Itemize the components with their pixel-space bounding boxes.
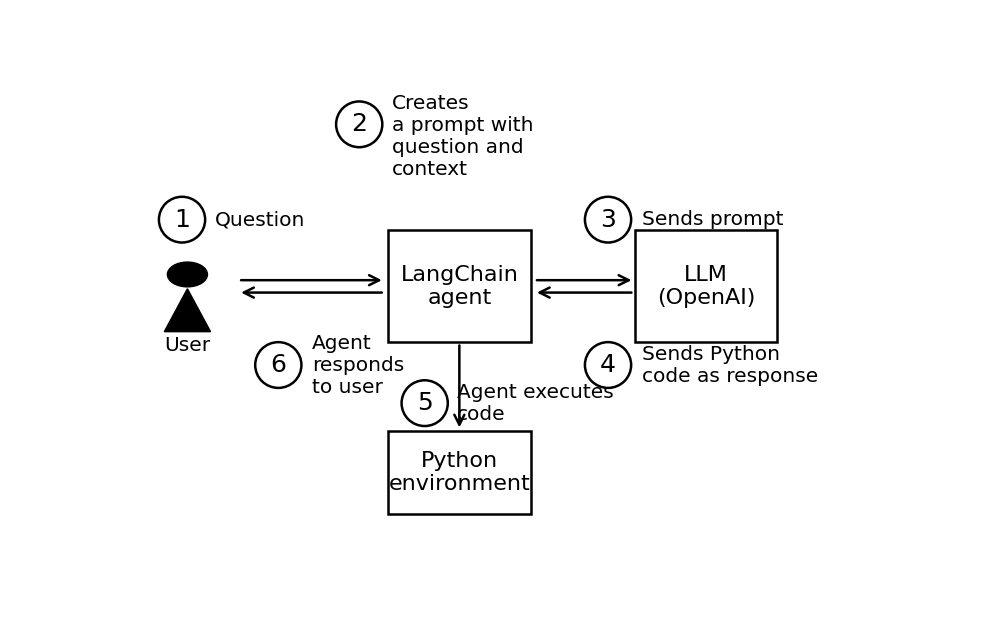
Ellipse shape [255,342,301,388]
Text: 1: 1 [174,207,190,232]
FancyBboxPatch shape [388,431,531,514]
Text: Sends prompt: Sends prompt [642,210,783,229]
FancyBboxPatch shape [634,230,777,342]
Text: Question: Question [215,210,305,229]
Text: 3: 3 [600,207,616,232]
Ellipse shape [336,102,383,147]
Ellipse shape [402,380,448,426]
Text: LLM
(OpenAI): LLM (OpenAI) [657,265,755,308]
Text: User: User [164,337,211,355]
Polygon shape [164,288,211,332]
Text: LangChain
agent: LangChain agent [401,265,518,308]
Text: 2: 2 [351,112,367,136]
Ellipse shape [584,197,631,243]
Text: Agent
responds
to user: Agent responds to user [312,334,405,397]
Circle shape [167,262,208,287]
Text: 5: 5 [416,391,432,415]
Text: Python
environment: Python environment [389,451,530,494]
Ellipse shape [584,342,631,388]
FancyBboxPatch shape [388,230,531,342]
Text: 6: 6 [270,353,286,377]
Text: Agent executes
code: Agent executes code [457,383,613,423]
Text: Creates
a prompt with
question and
context: Creates a prompt with question and conte… [393,93,534,179]
Ellipse shape [159,197,205,243]
Text: Sends Python
code as response: Sends Python code as response [642,345,818,386]
Text: 4: 4 [600,353,616,377]
